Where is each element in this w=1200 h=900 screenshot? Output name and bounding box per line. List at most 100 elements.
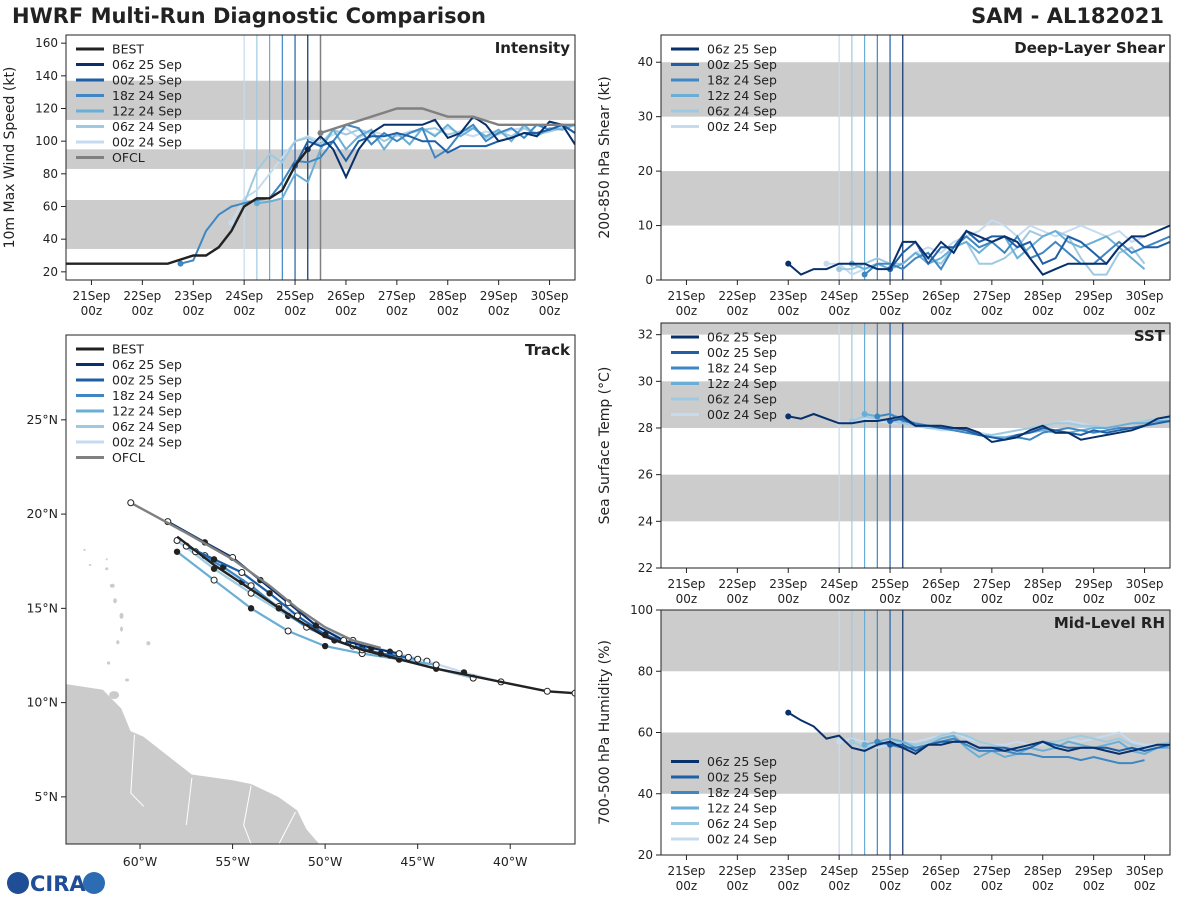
track-series-06z-24-sep bbox=[176, 539, 474, 680]
intensity-xtick-hour: 00z bbox=[182, 304, 204, 318]
legend-label-06z-25-sep: 06z 25 Sep bbox=[112, 357, 182, 372]
shear-xtick-day: 30Sep bbox=[1126, 289, 1164, 303]
land-island bbox=[109, 583, 115, 588]
shear-xtick-hour: 00z bbox=[676, 304, 698, 318]
legend-label-18z-24-sep: 18z 24 Sep bbox=[707, 785, 777, 800]
sst-plot-area bbox=[661, 323, 1170, 568]
intensity-xtick-day: 22Sep bbox=[123, 289, 161, 303]
track-point-filled bbox=[210, 556, 218, 563]
intensity-ytick-label: 80 bbox=[43, 167, 58, 181]
sst-xtick-hour: 00z bbox=[1083, 592, 1105, 606]
shear-title: Deep-Layer Shear bbox=[1014, 39, 1165, 57]
track-ytick-label: 5°N bbox=[34, 789, 58, 804]
land-border bbox=[130, 734, 145, 807]
rh-ytick-label: 20 bbox=[638, 848, 653, 862]
track-series-00z-24-sep bbox=[204, 554, 502, 683]
sst-band bbox=[661, 474, 1170, 522]
sst-xtick-day: 23Sep bbox=[769, 577, 807, 591]
logo-text: CIRA bbox=[30, 872, 86, 896]
shear-xtick-day: 22Sep bbox=[718, 289, 756, 303]
track-xtick-label: 60°W bbox=[123, 854, 158, 869]
sst-xtick-day: 21Sep bbox=[668, 577, 706, 591]
rh-series-start-point bbox=[848, 738, 855, 745]
track-plot-area bbox=[66, 499, 575, 844]
legend-label-00z-24-sep: 00z 24 Sep bbox=[112, 435, 182, 450]
shear-series-start-point bbox=[861, 271, 868, 278]
shear-ytick-label: 10 bbox=[638, 219, 653, 233]
legend-label-18z-24-sep: 18z 24 Sep bbox=[112, 88, 182, 103]
rh-xtick-day: 22Sep bbox=[718, 864, 756, 878]
land-border bbox=[185, 777, 193, 826]
intensity-xtick-hour: 00z bbox=[386, 304, 408, 318]
sst-series-00z-25-sep bbox=[889, 417, 1170, 441]
shear-series-start-point bbox=[823, 260, 830, 267]
track-series-best bbox=[176, 535, 575, 695]
track-point-open bbox=[210, 576, 218, 584]
legend-label-06z-25-sep: 06z 25 Sep bbox=[707, 42, 777, 57]
sst-xtick-day: 25Sep bbox=[871, 577, 909, 591]
intensity-title: Intensity bbox=[495, 39, 571, 57]
shear-xtick-hour: 00z bbox=[727, 304, 749, 318]
rh-xtick-hour: 00z bbox=[879, 879, 901, 893]
panel-sst: 22242628303221Sep00z22Sep00z23Sep00z24Se… bbox=[597, 322, 1171, 606]
rh-xtick-day: 30Sep bbox=[1126, 864, 1164, 878]
intensity-ytick-label: 100 bbox=[35, 134, 58, 148]
land-south-america bbox=[66, 683, 320, 844]
legend-label-00z-24-sep: 00z 24 Sep bbox=[707, 832, 777, 847]
shear-xtick-day: 27Sep bbox=[973, 289, 1011, 303]
rh-xtick-day: 25Sep bbox=[871, 864, 909, 878]
intensity-xtick-hour: 00z bbox=[488, 304, 510, 318]
rh-xtick-hour: 00z bbox=[828, 879, 850, 893]
land-island bbox=[113, 598, 117, 604]
intensity-ytick-label: 20 bbox=[43, 265, 58, 279]
sst-ytick-label: 28 bbox=[638, 421, 653, 435]
legend-label-18z-24-sep: 18z 24 Sep bbox=[112, 388, 182, 403]
sst-frame bbox=[660, 322, 1171, 569]
track-point-filled bbox=[247, 605, 255, 612]
sst-xtick-day: 28Sep bbox=[1024, 577, 1062, 591]
legend-label-18z-24-sep: 18z 24 Sep bbox=[707, 361, 777, 376]
cira-logo: CIRA bbox=[7, 872, 105, 896]
shear-xtick-hour: 00z bbox=[777, 304, 799, 318]
track-point-open bbox=[404, 653, 412, 661]
shear-frame bbox=[660, 34, 1171, 281]
shear-band bbox=[661, 171, 1170, 226]
shear-xtick-hour: 00z bbox=[930, 304, 952, 318]
sst-xtick-day: 27Sep bbox=[973, 577, 1011, 591]
rh-xtick-hour: 00z bbox=[981, 879, 1003, 893]
rh-xtick-day: 29Sep bbox=[1075, 864, 1113, 878]
intensity-xtick-day: 30Sep bbox=[531, 289, 569, 303]
legend-label-06z-24-sep: 06z 24 Sep bbox=[707, 816, 777, 831]
track-frame bbox=[65, 334, 576, 845]
track-ytick-label: 15°N bbox=[26, 600, 58, 615]
shear-xtick-day: 25Sep bbox=[871, 289, 909, 303]
rh-xtick-hour: 00z bbox=[1083, 879, 1105, 893]
panel-rh: 2040608010021Sep00z22Sep00z23Sep00z24Sep… bbox=[597, 603, 1171, 893]
intensity-series-ofcl bbox=[320, 107, 575, 135]
track-series-ofcl bbox=[130, 501, 382, 650]
shear-ytick-label: 40 bbox=[638, 55, 653, 69]
legend-label-00z-25-sep: 00z 25 Sep bbox=[707, 345, 777, 360]
legend-label-best: BEST bbox=[112, 42, 144, 57]
panel-shear: 01020304021Sep00z22Sep00z23Sep00z24Sep00… bbox=[597, 34, 1171, 318]
sst-ytick-label: 26 bbox=[638, 468, 653, 482]
rh-xtick-hour: 00z bbox=[1032, 879, 1054, 893]
shear-series-06z-24-sep bbox=[839, 229, 1146, 276]
shear-xtick-day: 29Sep bbox=[1075, 289, 1113, 303]
shear-xtick-day: 23Sep bbox=[769, 289, 807, 303]
land-island bbox=[125, 678, 130, 682]
shear-xtick-day: 24Sep bbox=[820, 289, 858, 303]
rh-xtick-day: 24Sep bbox=[820, 864, 858, 878]
rh-ylabel: 700-500 hPa Humidity (%) bbox=[597, 640, 613, 825]
rh-xtick-day: 26Sep bbox=[922, 864, 960, 878]
legend-label-ofcl: OFCL bbox=[112, 150, 145, 165]
sst-band bbox=[661, 381, 1170, 428]
sst-xtick-hour: 00z bbox=[879, 592, 901, 606]
rh-plot-area bbox=[661, 610, 1170, 855]
rh-xtick-hour: 00z bbox=[1134, 879, 1156, 893]
panel-intensity: 2040608010012014016021Sep00z22Sep00z23Se… bbox=[2, 34, 576, 318]
legend-label-06z-25-sep: 06z 25 Sep bbox=[112, 57, 182, 72]
track-ytick-label: 20°N bbox=[26, 506, 58, 521]
track-point-filled bbox=[266, 590, 273, 597]
